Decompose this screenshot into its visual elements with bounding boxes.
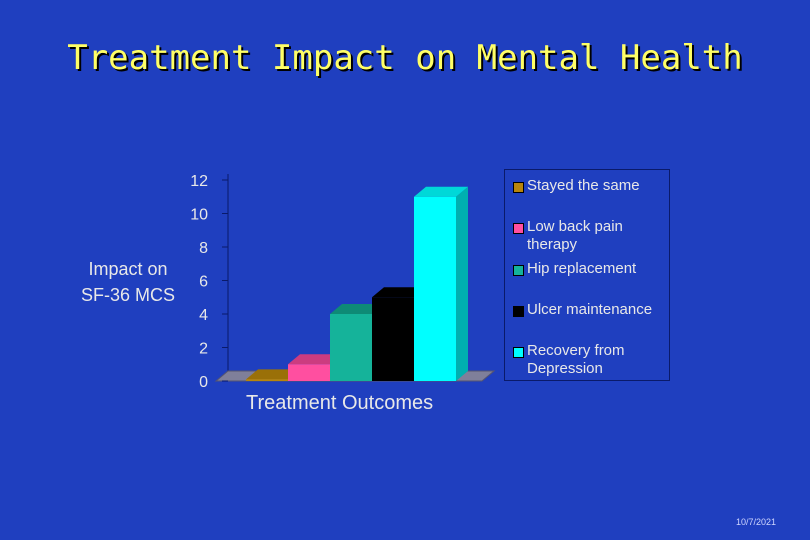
legend-swatch: [513, 265, 524, 276]
chart-legend: Stayed the same Low back pain therapy Hip …: [504, 169, 670, 381]
slide-date: 10/7/2021: [736, 517, 777, 527]
bar-top-5: [414, 186, 468, 197]
legend-item: Hip replacement: [513, 260, 671, 278]
bar-5: [414, 196, 456, 381]
y-tick-label: 2: [199, 341, 208, 358]
legend-item: Ulcer maintenance: [513, 301, 671, 319]
y-tick-label: 8: [199, 240, 208, 257]
legend-swatch: [513, 347, 524, 358]
y-axis-label-line-2: SF-36 MCS: [80, 285, 176, 305]
bar-side-5: [456, 186, 468, 381]
bar-2: [288, 364, 330, 381]
bar-top-4: [372, 287, 426, 298]
y-tick-label: 4: [199, 307, 208, 324]
y-tick-label: 0: [199, 374, 208, 391]
bar-3: [330, 314, 372, 381]
legend-swatch: [513, 306, 524, 317]
legend-label: Hip replacement: [527, 260, 637, 277]
bar-top-3: [330, 304, 384, 314]
y-tick-label: 12: [190, 173, 208, 190]
bar-1: [246, 379, 288, 381]
y-tick-label: 6: [199, 274, 208, 291]
legend-item: Stayed the same: [513, 177, 671, 195]
legend-label: Ulcer maintenance: [527, 301, 653, 318]
legend-label: Low back pain therapy: [527, 218, 623, 253]
slide-title: Treatment Impact on Mental Health: [67, 38, 743, 78]
x-axis-label: Treatment Outcomes: [246, 392, 434, 414]
y-tick-label: 10: [190, 207, 208, 224]
legend-item: Recovery from Depression: [513, 342, 671, 378]
legend-swatch: [513, 182, 524, 193]
legend-label: Recovery from Depression: [527, 342, 625, 377]
bar-top-2: [288, 354, 342, 365]
y-axis-label: Impact on SF-36 MCS: [66, 256, 190, 308]
bar-4: [372, 297, 414, 381]
bar-top-1: [246, 369, 300, 380]
legend-item: Low back pain therapy: [513, 218, 671, 254]
legend-swatch: [513, 223, 524, 234]
legend-label: Stayed the same: [527, 177, 640, 194]
y-axis-label-line-1: Impact on: [88, 259, 168, 279]
